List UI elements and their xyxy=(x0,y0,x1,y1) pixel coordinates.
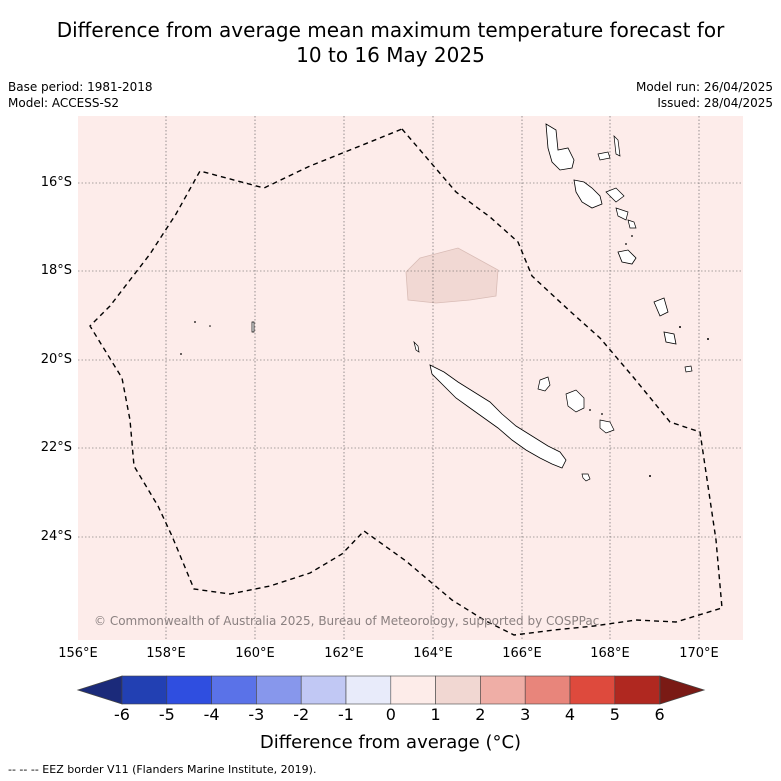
colorbar-tick-label: -2 xyxy=(293,705,310,724)
lat-label-24s: 24°S xyxy=(40,529,72,544)
isle-of-pines xyxy=(581,473,591,482)
eez-border xyxy=(89,128,723,636)
colorbar-title: Difference from average (°C) xyxy=(0,732,781,753)
mare-island xyxy=(599,419,615,434)
model-run: Model run: 26/04/2025 xyxy=(635,80,773,94)
meta-right: Model run: 26/04/2025 Issued: 28/04/2025 xyxy=(636,79,773,111)
maewo-island xyxy=(613,135,621,157)
lon-label-162e: 162°E xyxy=(324,646,364,661)
small-islets xyxy=(180,235,709,477)
malekula-island xyxy=(573,179,603,209)
colorbar-tick-label: 5 xyxy=(609,705,620,724)
efate-island xyxy=(617,249,637,265)
lat-label-18s: 18°S xyxy=(40,263,72,278)
colorbar-tick-label: -1 xyxy=(338,705,354,724)
colorbar-segment xyxy=(256,675,302,705)
ouvea-island xyxy=(537,376,551,392)
colorbar-segment xyxy=(166,675,212,705)
espiritu-santo-island xyxy=(545,123,575,171)
aneityum-island xyxy=(684,365,693,373)
shepherd-islands xyxy=(615,207,629,221)
colorbar-segment xyxy=(614,675,660,705)
colorbar-segment xyxy=(211,675,257,705)
map-title: Difference from average mean maximum tem… xyxy=(0,18,781,68)
colorbar-segment xyxy=(569,675,616,705)
base-period: Base period: 1981-2018 xyxy=(8,80,153,94)
new-caledonia-island xyxy=(429,364,567,469)
colorbar-tick-label: 4 xyxy=(564,705,576,724)
title-line-2: 10 to 16 May 2025 xyxy=(296,43,485,67)
ambae-island xyxy=(597,151,611,161)
colorbar-title-text: Difference from average ( xyxy=(259,732,493,753)
colorbar-segment xyxy=(435,675,481,705)
colorbar-tick-label: -6 xyxy=(114,705,130,724)
title-line-1: Difference from average mean maximum tem… xyxy=(56,18,725,42)
erromango-island xyxy=(653,297,669,317)
lon-label-164e: 164°E xyxy=(413,646,453,661)
colorbar-tick-label: 6 xyxy=(654,705,665,724)
meta-left: Base period: 1981-2018 Model: ACCESS-S2 xyxy=(8,79,153,111)
colorbar xyxy=(76,675,706,705)
colorbar-tick-label: -5 xyxy=(158,705,175,724)
copyright-notice: © Commonwealth of Australia 2025, Bureau… xyxy=(94,614,600,628)
colorbar-tick-label: -4 xyxy=(203,705,220,724)
map-background xyxy=(78,116,743,640)
emae-island xyxy=(627,219,637,229)
colorbar-segment xyxy=(524,675,571,705)
eez-footnote: -- -- -- EEZ border V11 (Flanders Marine… xyxy=(8,763,317,776)
colorbar-tick-label: 0 xyxy=(385,705,396,724)
lifou-island xyxy=(565,389,585,413)
epi-island xyxy=(605,187,625,203)
lat-label-20s: 20°S xyxy=(40,352,72,367)
colorbar-extend-high xyxy=(659,675,706,705)
colorbar-segment xyxy=(390,675,436,705)
colorbar-tick-label: 2 xyxy=(475,705,486,724)
model-name: Model: ACCESS-S2 xyxy=(8,96,120,110)
gridlines xyxy=(78,116,743,640)
colorbar-unit: °C xyxy=(492,732,515,753)
colorbar-segment xyxy=(345,675,392,705)
belep-islet xyxy=(413,340,420,353)
colorbar-tick-label: 1 xyxy=(430,705,441,724)
lon-label-168e: 168°E xyxy=(590,646,630,661)
issued-date: Issued: 28/04/2025 xyxy=(657,96,773,110)
colorbar-segment xyxy=(480,675,526,705)
colorbar-segment xyxy=(300,675,347,705)
chesterfield-islet xyxy=(251,321,255,333)
lon-label-166e: 166°E xyxy=(502,646,542,661)
tanna-island xyxy=(663,331,677,345)
colorbar-title-end: ) xyxy=(514,732,522,753)
anomaly-patch xyxy=(405,247,499,304)
lat-label-22s: 22°S xyxy=(40,440,72,455)
lon-label-170e: 170°E xyxy=(679,646,719,661)
lon-label-160e: 160°E xyxy=(235,646,275,661)
lon-label-156e: 156°E xyxy=(58,646,98,661)
colorbar-segment xyxy=(121,675,168,705)
colorbar-tick-label: 3 xyxy=(520,705,531,724)
colorbar-extend-low xyxy=(76,675,123,705)
lat-label-16s: 16°S xyxy=(40,175,72,190)
colorbar-tick-label: -3 xyxy=(248,705,265,724)
lon-label-158e: 158°E xyxy=(146,646,186,661)
